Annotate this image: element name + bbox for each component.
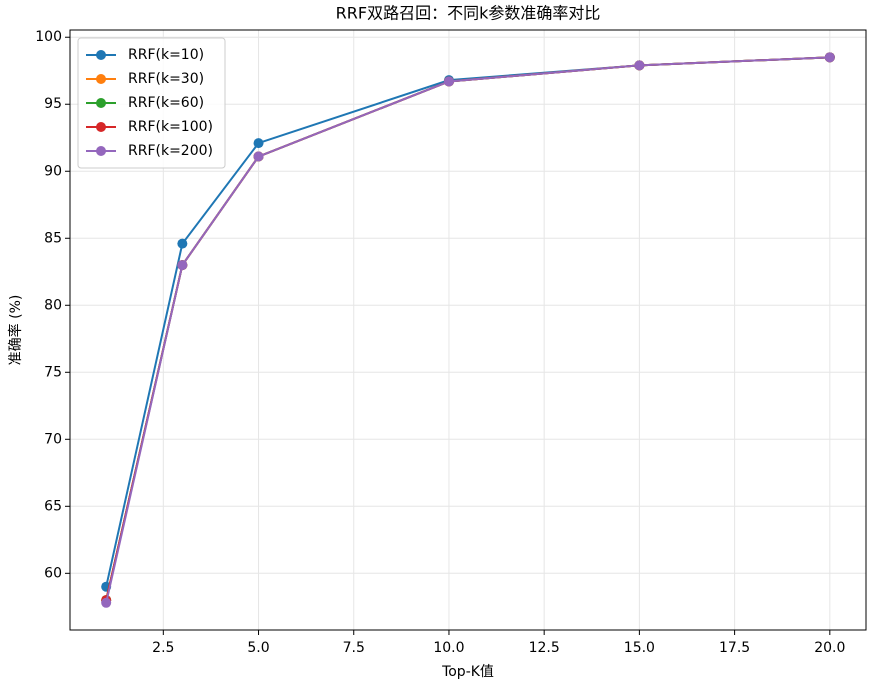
legend-label: RRF(k=200): [128, 143, 213, 159]
legend-marker: [96, 146, 106, 156]
x-tick-label: 20.0: [814, 640, 845, 656]
legend-label: RRF(k=10): [128, 47, 204, 63]
y-tick-label: 95: [44, 96, 62, 112]
legend-marker: [96, 50, 106, 60]
x-tick-label: 15.0: [624, 640, 655, 656]
y-tick-label: 85: [44, 230, 62, 246]
series-line: [105, 56, 830, 604]
plot-frame: [69, 29, 867, 631]
point: [101, 597, 112, 608]
x-axis-label: Top-K值: [441, 664, 494, 680]
y-tick-label: 75: [44, 364, 62, 380]
x-tick-label: 17.5: [719, 640, 750, 656]
point: [824, 52, 835, 63]
x-tick-label: 12.5: [529, 640, 560, 656]
point: [253, 138, 264, 149]
x-tick-label: 7.5: [343, 640, 365, 656]
y-tick-label: 80: [44, 297, 62, 313]
legend-marker: [96, 98, 106, 108]
x-tick-label: 2.5: [152, 640, 174, 656]
y-tick-label: 90: [44, 163, 62, 179]
y-tick-label: 100: [35, 29, 62, 45]
point: [253, 151, 264, 162]
point: [443, 76, 454, 87]
point: [177, 260, 188, 271]
point: [634, 60, 645, 71]
x-tick-label: 5.0: [247, 640, 269, 656]
point: [177, 238, 188, 249]
y-tick-label: 60: [44, 565, 62, 581]
y-tick-label: 65: [44, 498, 62, 514]
x-tick-label: 10.0: [433, 640, 464, 656]
legend-box: [77, 37, 226, 169]
y-tick-label: 70: [44, 431, 62, 447]
legend-marker: [96, 122, 106, 132]
chart-title: RRF双路召回：不同k参数准确率对比: [336, 4, 601, 23]
legend-marker: [96, 74, 106, 84]
legend-label: RRF(k=100): [128, 119, 213, 135]
legend-label: RRF(k=30): [128, 71, 204, 87]
legend-label: RRF(k=60): [128, 95, 204, 111]
y-axis-label: 准确率 (%): [7, 295, 24, 366]
